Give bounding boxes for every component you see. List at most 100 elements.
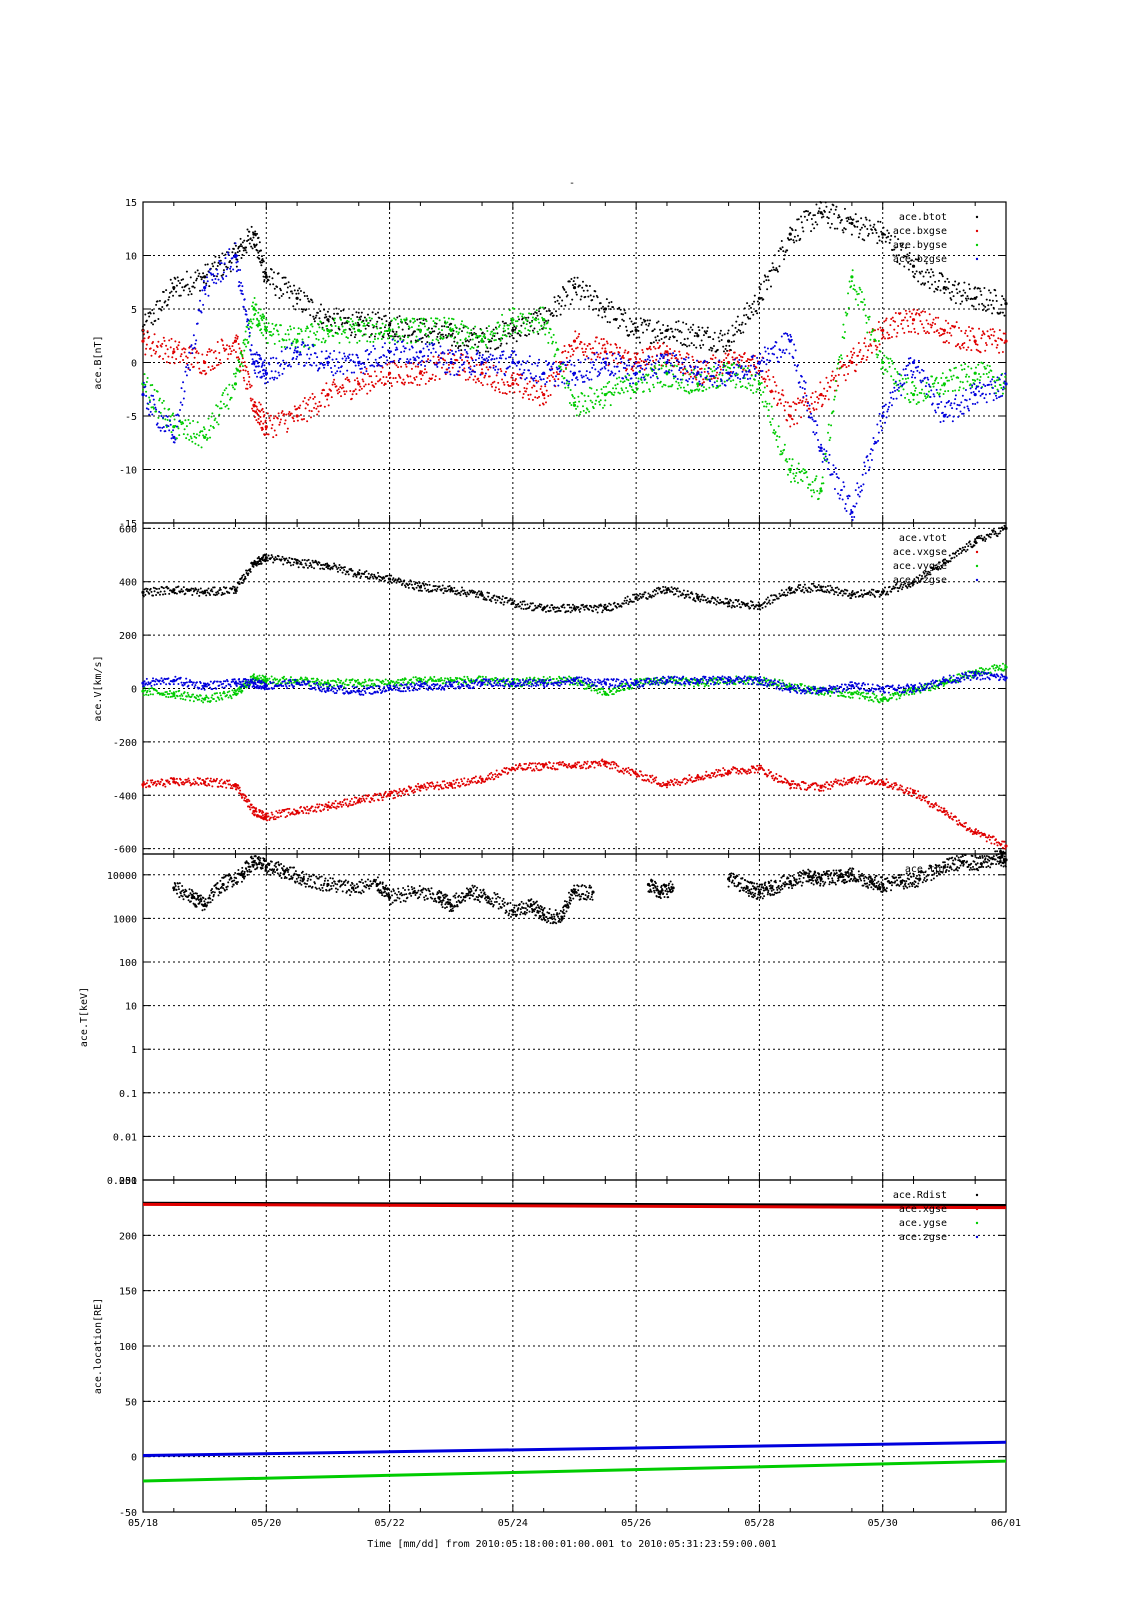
data-point [312, 301, 314, 303]
data-point [474, 375, 476, 377]
data-point [587, 345, 589, 347]
data-point [905, 310, 907, 312]
data-point [859, 351, 861, 353]
data-point [358, 319, 360, 321]
data-point [866, 356, 868, 358]
data-point [916, 394, 918, 396]
data-point [356, 377, 358, 379]
data-point [829, 386, 831, 388]
data-point [635, 318, 637, 320]
data-point [232, 268, 234, 270]
data-point [695, 376, 697, 378]
data-point [991, 378, 993, 380]
data-point [705, 332, 707, 334]
data-point [711, 350, 713, 352]
data-point [390, 382, 392, 384]
data-point [146, 590, 148, 592]
data-point [287, 287, 289, 289]
data-point [231, 257, 233, 259]
data-point [745, 371, 747, 373]
data-point [191, 293, 193, 295]
data-point [225, 348, 227, 350]
data-point [264, 382, 266, 384]
data-point [954, 281, 956, 283]
data-point [400, 366, 402, 368]
data-point [510, 333, 512, 335]
data-point [285, 362, 287, 364]
data-point [943, 385, 945, 387]
data-point [571, 299, 573, 301]
data-point [345, 329, 347, 331]
data-point [909, 362, 911, 364]
data-point [289, 347, 291, 349]
data-point [668, 338, 670, 340]
data-point [341, 365, 343, 367]
data-point [168, 429, 170, 431]
data-point [172, 429, 174, 431]
data-point [731, 325, 733, 327]
data-point [817, 439, 819, 441]
data-point [172, 412, 174, 414]
data-point [887, 358, 889, 360]
data-point [926, 377, 928, 379]
data-point [258, 365, 260, 367]
data-point [775, 439, 777, 441]
data-point [380, 371, 382, 373]
data-point [777, 271, 779, 273]
data-point [751, 358, 753, 360]
data-point [597, 375, 599, 377]
data-point [809, 212, 811, 214]
data-point [218, 279, 220, 281]
data-point [681, 382, 683, 384]
data-point [420, 378, 422, 380]
data-point [381, 382, 383, 384]
data-point [375, 313, 377, 315]
data-point [924, 282, 926, 284]
data-point [197, 323, 199, 325]
data-point [679, 354, 681, 356]
data-point [976, 378, 978, 380]
data-point [777, 446, 779, 448]
y-axis-label: ace.B[nT] [93, 335, 104, 389]
data-point [769, 360, 771, 362]
data-point [355, 311, 357, 313]
data-point [276, 377, 278, 379]
data-point [725, 345, 727, 347]
data-point [238, 281, 240, 283]
data-point [665, 370, 667, 372]
data-point [876, 232, 878, 234]
data-point [296, 561, 299, 564]
data-point [785, 458, 787, 460]
data-point [262, 408, 264, 410]
data-point [412, 382, 414, 384]
data-point [463, 367, 465, 369]
data-point [826, 459, 828, 461]
data-point [256, 243, 258, 245]
data-point [432, 320, 434, 322]
data-point [288, 281, 290, 283]
data-point [713, 366, 715, 368]
data-point [264, 434, 266, 436]
data-point [652, 375, 654, 377]
data-point [631, 377, 633, 379]
data-point [375, 359, 377, 361]
data-point [537, 318, 539, 320]
data-point [800, 416, 802, 418]
data-point [833, 377, 835, 379]
data-point [934, 323, 936, 325]
data-point [351, 326, 353, 328]
data-point [763, 405, 765, 407]
data-point [913, 399, 915, 401]
data-point [436, 364, 438, 366]
data-point [978, 373, 980, 375]
data-point [222, 278, 224, 280]
data-point [515, 354, 517, 356]
data-point [879, 413, 881, 415]
data-point [519, 330, 521, 332]
data-point [950, 299, 952, 301]
data-point [276, 286, 278, 288]
data-point [262, 423, 264, 425]
data-point [161, 343, 163, 345]
data-point [533, 327, 535, 329]
data-point [928, 332, 930, 334]
